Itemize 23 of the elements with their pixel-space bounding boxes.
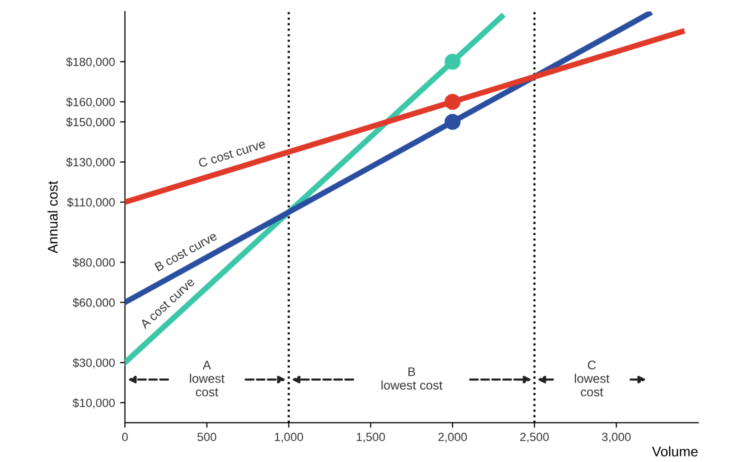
y-tick-label: $60,000 — [72, 298, 115, 308]
y-tick-label: $160,000 — [66, 97, 115, 108]
y-tick-label: $80,000 — [72, 258, 115, 268]
x-tick-label: 3,000 — [602, 432, 631, 443]
y-tick-label: $110,000 — [66, 198, 115, 208]
x-tick-label: 1,500 — [356, 432, 385, 443]
annotation: C lowest cost — [574, 360, 610, 396]
x-tick-label: 2,500 — [520, 432, 549, 443]
y-axis-title: Annual cost — [47, 180, 58, 254]
annotation: B lowest cost — [382, 367, 442, 390]
y-tick-label: $180,000 — [66, 57, 115, 68]
y-tick-label: $10,000 — [72, 398, 115, 408]
x-tick-label: 0 — [122, 432, 128, 442]
x-tick-label: 1,000 — [274, 432, 304, 443]
x-axis-title: Volume — [652, 446, 698, 456]
y-tick-label: $130,000 — [66, 158, 115, 168]
y-tick-label: $150,000 — [66, 117, 115, 128]
x-tick-label: 2,000 — [438, 432, 467, 443]
x-tick-label: 500 — [197, 432, 216, 442]
text: B cost curve — [154, 231, 218, 272]
annotation: A lowest cost — [190, 360, 224, 396]
y-tick-label: $30,000 — [72, 358, 115, 368]
text: C cost curve — [198, 139, 266, 168]
